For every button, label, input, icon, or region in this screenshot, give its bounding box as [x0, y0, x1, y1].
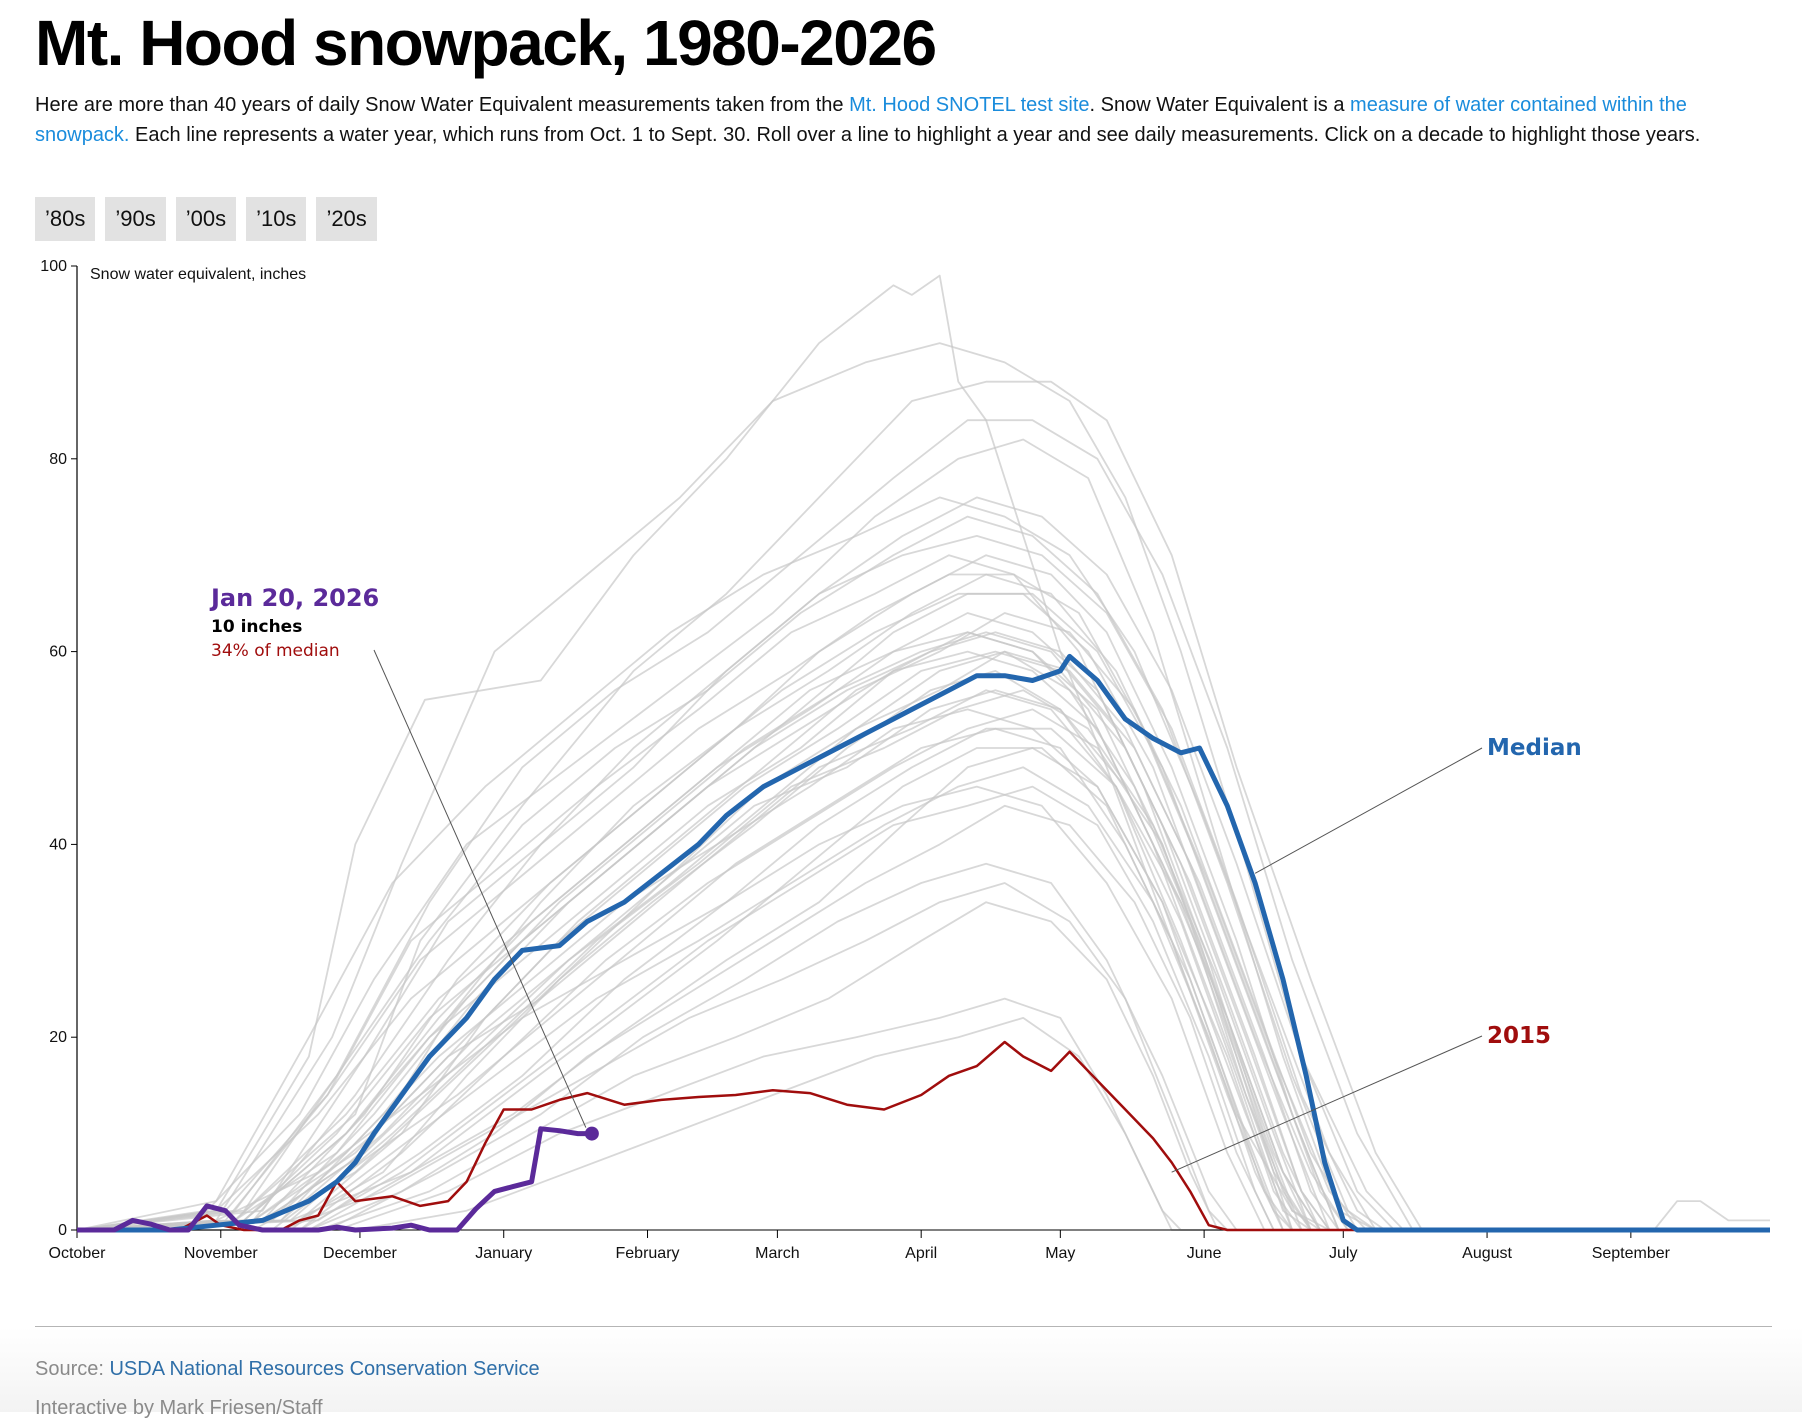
intro-paragraph: Here are more than 40 years of daily Sno…	[35, 90, 1765, 150]
year-line[interactable]	[77, 804, 1770, 1231]
year-line[interactable]	[76, 689, 1770, 1231]
intro-text-3: Each line represents a water year, which…	[129, 124, 1701, 146]
year-2015-label: 2015	[1487, 1023, 1551, 1049]
highlighted-lines-group	[77, 653, 1770, 1233]
year-line[interactable]	[76, 419, 1770, 1231]
x-tick-label: February	[616, 1245, 680, 1262]
footer-divider	[35, 1326, 1772, 1327]
y-tick-label: 80	[49, 451, 67, 468]
x-tick-label: September	[1592, 1245, 1671, 1262]
annotations-group: Jan 20, 2026 10 inches 34% of median Med…	[209, 584, 1582, 1173]
year-line[interactable]	[77, 650, 1770, 1231]
x-tick-label: June	[1187, 1245, 1222, 1262]
x-tick-label: May	[1045, 1245, 1075, 1262]
snowpack-chart: 0 20 40 60 80 100 October November December Janu…	[40, 258, 1770, 1262]
y-tick-label: 100	[40, 258, 67, 275]
decade-button-10s[interactable]: ’10s	[246, 197, 307, 241]
current-value-label: 10 inches	[211, 617, 302, 637]
decade-filter: ’80s ’90s ’00s ’10s ’20s	[35, 197, 377, 241]
decade-button-90s[interactable]: ’90s	[105, 197, 166, 241]
year-2015-leader-line	[1171, 1035, 1483, 1173]
intro-text-1: Here are more than 40 years of daily Sno…	[35, 94, 850, 116]
year-2026-line[interactable]	[77, 1126, 592, 1233]
swe-definition-link[interactable]: measure of water contained within the sn…	[35, 94, 1687, 146]
year-line[interactable]	[76, 535, 1770, 1231]
footer-background	[0, 1327, 1802, 1412]
source-label: Source:	[35, 1358, 110, 1380]
intro-text-2: . Snow Water Equivalent is a	[1089, 94, 1351, 116]
year-line[interactable]	[76, 573, 1770, 1231]
credit-line: Interactive by Mark Friesen/Staff	[35, 1397, 323, 1419]
decade-button-80s[interactable]: ’80s	[35, 197, 96, 241]
y-tick-label: 20	[49, 1029, 67, 1046]
y-axis: 0 20 40 60 80 100	[40, 258, 78, 1239]
year-line[interactable]	[77, 708, 1770, 1231]
year-line[interactable]	[76, 650, 1770, 1231]
source-line: Source: USDA National Resources Conserva…	[35, 1358, 540, 1381]
decade-button-20s[interactable]: ’20s	[316, 197, 377, 241]
x-axis: October November December January February Ma…	[49, 1229, 1770, 1262]
x-tick-label: March	[755, 1245, 799, 1262]
year-line[interactable]	[76, 747, 1770, 1231]
year-line[interactable]	[77, 747, 1770, 1231]
page-title: Mt. Hood snowpack, 1980-2026	[35, 7, 937, 79]
x-tick-label: October	[49, 1245, 107, 1262]
year-line[interactable]	[76, 592, 1770, 1231]
y-axis-label: Snow water equivalent, inches	[90, 266, 306, 283]
year-line[interactable]	[77, 727, 1770, 1231]
year-line[interactable]	[77, 901, 1770, 1231]
year-line[interactable]	[76, 650, 1770, 1231]
current-point-marker[interactable]	[584, 1126, 599, 1141]
year-line[interactable]	[76, 342, 1770, 1231]
year-line[interactable]	[77, 766, 1770, 1231]
y-tick-label: 60	[49, 644, 67, 661]
year-line[interactable]	[76, 631, 1770, 1231]
year-line[interactable]	[76, 631, 1770, 1231]
x-tick-label: July	[1329, 1245, 1357, 1262]
decade-button-00s[interactable]: ’00s	[175, 197, 237, 241]
x-tick-label: December	[323, 1245, 397, 1262]
year-line[interactable]	[76, 515, 1770, 1231]
snotel-site-link[interactable]: Mt. Hood SNOTEL test site	[849, 94, 1090, 116]
y-tick-label: 0	[58, 1222, 67, 1239]
median-line[interactable]	[77, 653, 1770, 1233]
year-line[interactable]	[77, 862, 1770, 1231]
year-line[interactable]	[76, 727, 1770, 1231]
year-line[interactable]	[76, 573, 1770, 1231]
year-line[interactable]	[77, 1017, 1770, 1231]
year-2015-line[interactable]	[77, 1040, 1770, 1232]
x-tick-label: January	[475, 1245, 532, 1262]
year-line[interactable]	[77, 785, 1770, 1231]
x-tick-label: April	[905, 1245, 937, 1262]
source-link[interactable]: USDA National Resources Conservation Ser…	[109, 1358, 540, 1380]
x-tick-label: August	[1462, 1245, 1512, 1262]
year-line[interactable]	[76, 496, 1770, 1231]
year-line[interactable]	[76, 785, 1770, 1231]
median-leader-line	[1254, 747, 1483, 874]
year-line[interactable]	[76, 592, 1770, 1231]
year-line[interactable]	[77, 882, 1770, 1231]
year-line[interactable]	[76, 438, 1770, 1231]
current-date-label: Jan 20, 2026	[209, 584, 379, 612]
year-line[interactable]	[76, 496, 1770, 1231]
current-leader-line	[373, 649, 587, 1128]
median-label: Median	[1487, 735, 1582, 761]
x-tick-label: November	[184, 1245, 258, 1262]
y-tick-label: 40	[49, 836, 67, 853]
year-line[interactable]	[76, 708, 1770, 1231]
current-percent-label: 34% of median	[211, 641, 340, 661]
